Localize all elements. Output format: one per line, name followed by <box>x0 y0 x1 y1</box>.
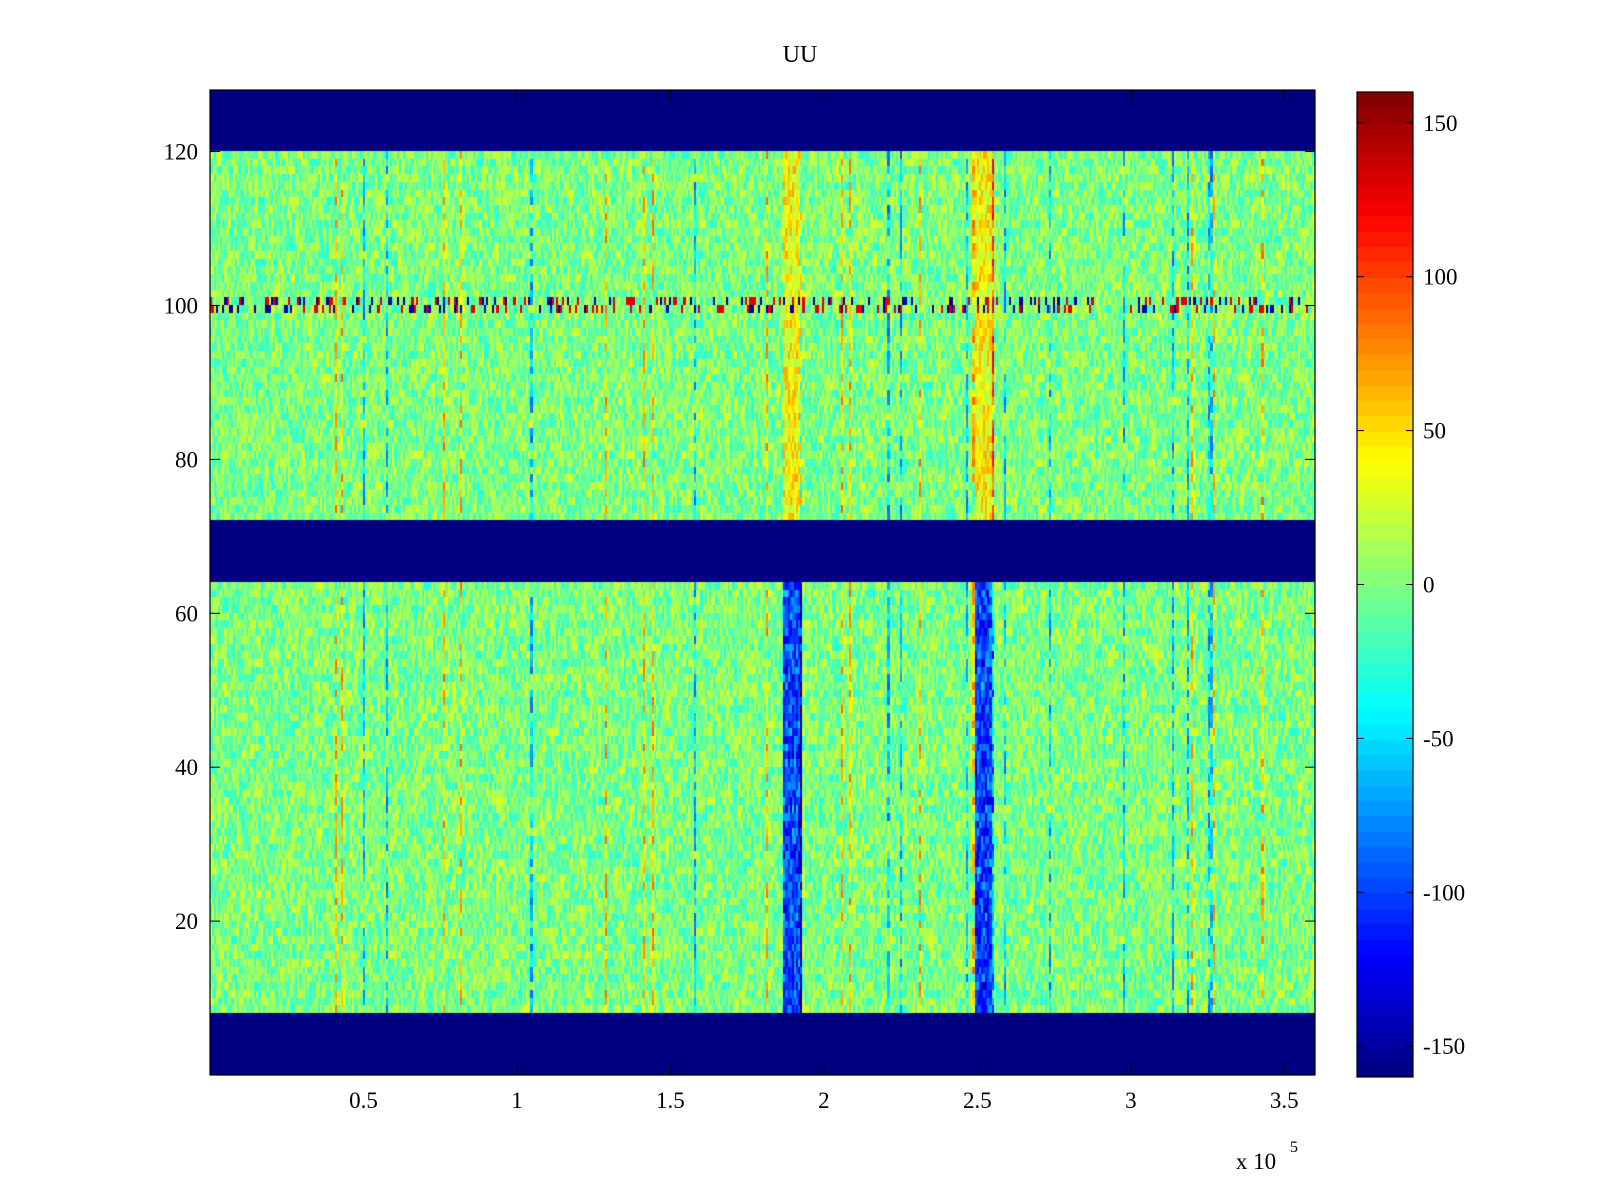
y-tick-label: 20 <box>175 909 198 934</box>
colorbar-tick-label: 0 <box>1423 573 1435 598</box>
colorbar-tick-label: -100 <box>1423 880 1465 905</box>
colorbar-tick-label: 150 <box>1423 111 1458 136</box>
plot-frame <box>209 89 1316 1076</box>
x-tick-label: 1 <box>511 1088 523 1113</box>
colorbar-ticks: -150 -100 -50 0 50 100 150 <box>1357 111 1465 1059</box>
y-tick-label: 80 <box>175 447 198 472</box>
x-tick-label: 3 <box>1125 1088 1137 1113</box>
x-exponent-label: x 10 <box>1236 1149 1276 1174</box>
y-tick-label: 40 <box>175 755 198 780</box>
colorbar-tick-label: 100 <box>1423 265 1458 290</box>
y-tick-label: 120 <box>164 140 199 165</box>
y-tick-label: 100 <box>164 293 199 318</box>
colorbar-tick-label: -50 <box>1423 726 1454 751</box>
x-tick-label: 2.5 <box>963 1088 992 1113</box>
x-tick-label: 1.5 <box>656 1088 685 1113</box>
x-tick-label: 2 <box>818 1088 830 1113</box>
x-exponent-power: 5 <box>1290 1139 1298 1156</box>
y-axis-ticks: 20 40 60 80 100 120 <box>164 140 1315 934</box>
chart-title: UU <box>782 42 818 68</box>
x-tick-label: 0.5 <box>349 1088 378 1113</box>
x-axis-ticks: 0.5 1 1.5 2 2.5 3 3.5 <box>349 90 1299 1113</box>
colorbar-tick-label: 50 <box>1423 419 1446 444</box>
heatmap-image <box>210 90 1315 1075</box>
x-tick-label: 3.5 <box>1270 1088 1299 1113</box>
y-tick-label: 60 <box>175 601 198 626</box>
colorbar-tick-label: -150 <box>1423 1034 1465 1059</box>
colorbar-frame <box>1356 91 1414 1078</box>
colorbar-image <box>1357 92 1413 1077</box>
